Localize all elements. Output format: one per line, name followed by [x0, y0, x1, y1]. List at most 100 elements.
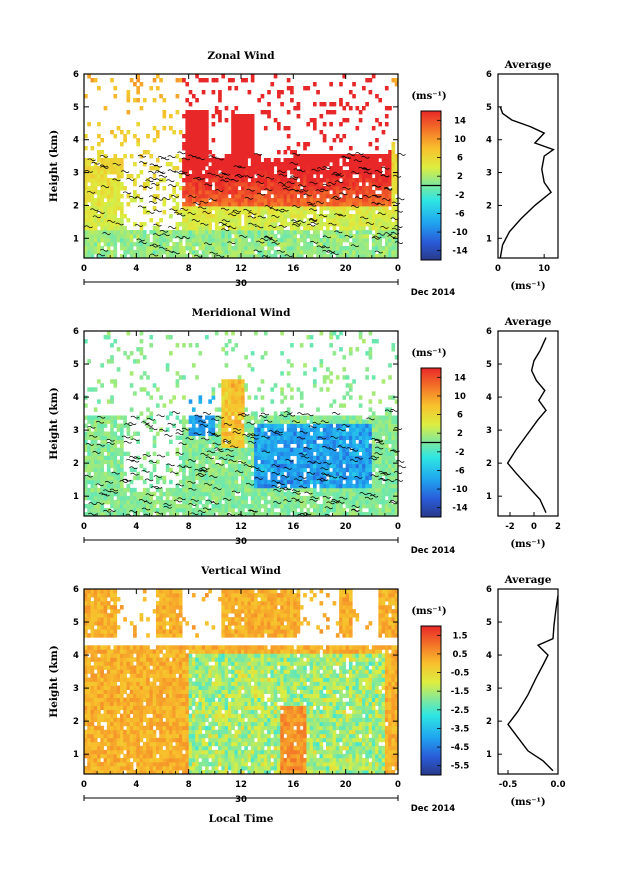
- heatmap-cell: [234, 399, 239, 404]
- heatmap-cell: [172, 166, 176, 171]
- heatmap-cell: [339, 415, 343, 420]
- heatmap-cell: [84, 403, 88, 408]
- heatmap-cell: [345, 487, 350, 493]
- heatmap-cell: [309, 198, 314, 203]
- heatmap-cell: [371, 391, 376, 396]
- contour-segment: [215, 189, 224, 192]
- heatmap-cell: [103, 218, 108, 223]
- heatmap-cell: [227, 471, 232, 477]
- heatmap-cell: [358, 435, 363, 440]
- heatmap-cell: [391, 511, 396, 517]
- heatmap-cell: [90, 202, 95, 207]
- heatmap-cell: [365, 158, 369, 163]
- heatmap-cell: [116, 230, 121, 235]
- heatmap-cell: [381, 507, 386, 513]
- heatmap-cell: [319, 210, 324, 215]
- contour-segment: [290, 175, 299, 179]
- heatmap-cell: [113, 463, 118, 469]
- heatmap-cell: [208, 150, 212, 155]
- heatmap-cell: [231, 182, 235, 187]
- heatmap-cell: [123, 499, 127, 505]
- heatmap-cell: [303, 230, 307, 235]
- heatmap-cell: [211, 459, 216, 465]
- heatmap-cell: [221, 423, 226, 428]
- heatmap-cell: [188, 503, 193, 509]
- heatmap-cell: [306, 234, 311, 239]
- heatmap-cell: [97, 86, 101, 91]
- heatmap-cell: [205, 202, 209, 207]
- heatmap-cell: [218, 475, 222, 481]
- heatmap-cell: [90, 431, 95, 436]
- heatmap-cell: [133, 475, 137, 481]
- heatmap-cell: [100, 495, 105, 501]
- heatmap-cell: [257, 174, 262, 179]
- heatmap-cell: [290, 186, 294, 191]
- heatmap-cell: [339, 431, 343, 436]
- heatmap-cell: [237, 230, 242, 235]
- heatmap-cell: [218, 114, 222, 119]
- heatmap-cell: [254, 178, 258, 183]
- heatmap-cell: [247, 230, 252, 235]
- heatmap-cell: [267, 238, 271, 243]
- heatmap-cell: [296, 158, 301, 163]
- heatmap-cell: [241, 467, 245, 473]
- heatmap-cell: [169, 467, 173, 473]
- heatmap-cell: [362, 182, 366, 187]
- heatmap-cell: [195, 419, 199, 424]
- heatmap-cell: [358, 190, 363, 195]
- heatmap-cell: [87, 435, 91, 440]
- heatmap-cell: [326, 202, 330, 207]
- heatmap-cell: [224, 242, 229, 247]
- heatmap-cell: [175, 78, 180, 83]
- heatmap-cell: [93, 166, 98, 171]
- heatmap-cell: [139, 242, 144, 247]
- heatmap-cell: [394, 162, 399, 167]
- heatmap-cell: [332, 451, 337, 457]
- heatmap-cell: [234, 214, 239, 219]
- heatmap-cell: [205, 246, 209, 251]
- heatmap-cell: [218, 186, 222, 191]
- heatmap-cell: [394, 210, 399, 215]
- heatmap-cell: [119, 170, 124, 175]
- heatmap-cell: [119, 234, 124, 239]
- heatmap-cell: [378, 218, 383, 223]
- heatmap-cell: [283, 443, 288, 449]
- heatmap-cell: [329, 146, 333, 151]
- heatmap-cell: [100, 186, 105, 191]
- heatmap-cell: [296, 170, 301, 175]
- heatmap-cell: [273, 206, 278, 211]
- heatmap-cell: [375, 178, 379, 183]
- heatmap-cell: [355, 170, 360, 175]
- heatmap-cell: [188, 511, 193, 517]
- heatmap-cell: [312, 507, 317, 513]
- heatmap-cell: [244, 387, 248, 392]
- heatmap-cell: [355, 202, 360, 207]
- heatmap-cell: [375, 242, 379, 247]
- heatmap-cell: [195, 491, 199, 497]
- heatmap-cell: [110, 359, 114, 364]
- heatmap-cell: [185, 178, 190, 183]
- heatmap-cell: [110, 210, 114, 215]
- heatmap-cell: [221, 234, 226, 239]
- heatmap-cell: [342, 238, 347, 243]
- heatmap-cell: [119, 242, 124, 247]
- heatmap-cell: [198, 499, 203, 505]
- heatmap-cell: [283, 254, 288, 259]
- heatmap-cell: [335, 206, 340, 211]
- heatmap-cell: [227, 431, 232, 436]
- heatmap-cell: [234, 238, 239, 243]
- heatmap-cell: [162, 507, 167, 513]
- heatmap-cell: [286, 435, 291, 440]
- heatmap-cell: [146, 242, 150, 247]
- heatmap-cell: [270, 451, 275, 457]
- heatmap-cell: [339, 503, 343, 509]
- heatmap-cell: [208, 158, 212, 163]
- heatmap-cell: [260, 210, 265, 215]
- heatmap-cell: [388, 411, 392, 416]
- heatmap-cell: [237, 250, 242, 255]
- heatmap-cell: [348, 435, 353, 440]
- heatmap-cell: [365, 495, 369, 501]
- heatmap-cell: [254, 499, 258, 505]
- heatmap-cell: [231, 222, 235, 227]
- heatmap-cell: [198, 487, 203, 493]
